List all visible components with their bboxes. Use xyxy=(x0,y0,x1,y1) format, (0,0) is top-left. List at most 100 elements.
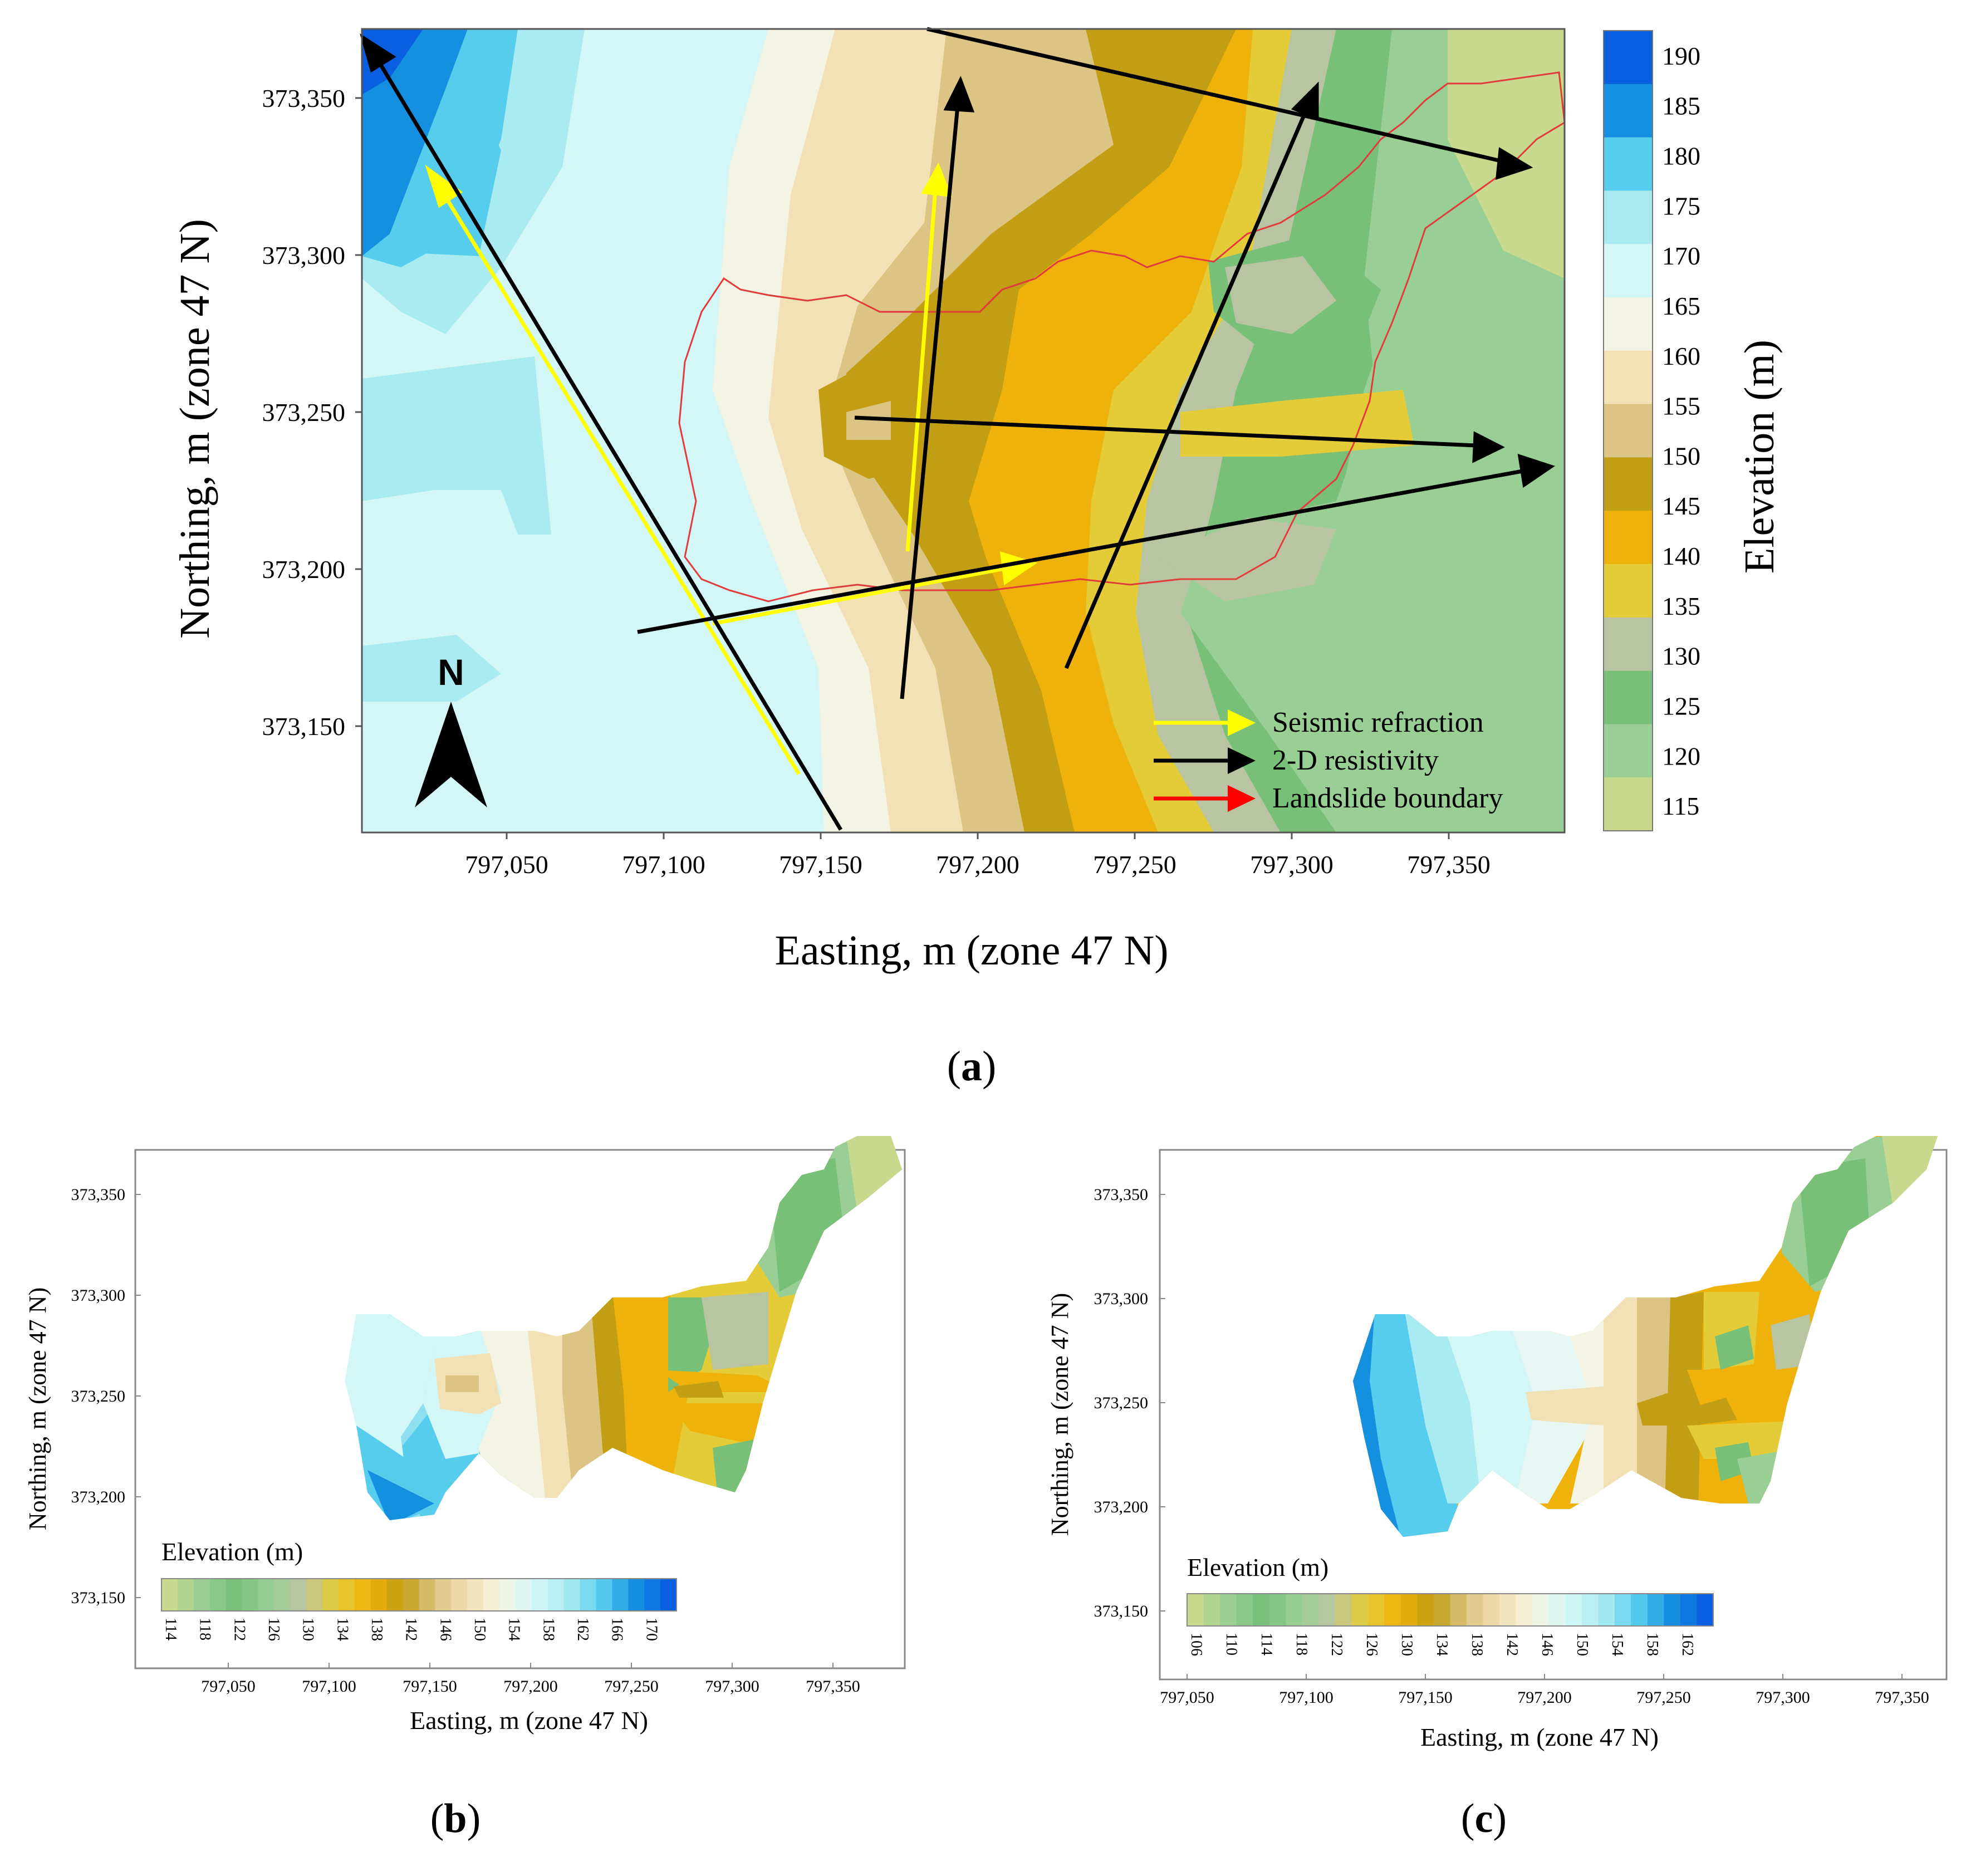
colorbar-title-b: Elevation (m) xyxy=(161,1537,303,1566)
resistivity-arrow-head-3 xyxy=(1472,431,1505,463)
y-axis-title-c: Northing, m (zone 47 N) xyxy=(1046,1293,1073,1536)
y-tick-label-a: 373,200 xyxy=(262,555,346,584)
y-axis-a: 373,350 373,300 373,250 373,200 373,150 xyxy=(262,84,362,741)
colorbar-swatch xyxy=(644,1579,661,1611)
colorbar-swatch-a xyxy=(1604,457,1653,511)
y-tick-label-a: 373,350 xyxy=(262,84,346,112)
colorbar-tick-label: 134 xyxy=(334,1618,351,1641)
survey-lines xyxy=(360,27,1555,831)
panel-c: 797,050 797,100 797,150 797,200 797,250 797,3… xyxy=(1046,1136,1948,1841)
seismic-line-3 xyxy=(905,189,938,552)
colorbar-swatch xyxy=(1220,1594,1237,1626)
colorbar-swatch xyxy=(306,1579,323,1611)
colorbar-swatch xyxy=(403,1579,419,1611)
resistivity-line-2 xyxy=(637,468,1526,634)
colorbar-swatch xyxy=(1697,1594,1714,1626)
colorbar-tick-label: 170 xyxy=(643,1618,660,1641)
colorbar-swatch xyxy=(1367,1594,1385,1626)
colorbar-tick-label-a: 125 xyxy=(1662,692,1700,720)
colorbar-swatch-a xyxy=(1604,564,1653,618)
colorbar-title-c: Elevation (m) xyxy=(1187,1553,1328,1581)
x-tick-label-a: 797,200 xyxy=(936,850,1019,879)
colorbar-outline xyxy=(161,1578,677,1612)
resistivity-line-6 xyxy=(926,27,1504,164)
seismic-arrow-head-1 xyxy=(425,164,463,208)
colorbar-swatch xyxy=(451,1579,468,1611)
seismic-refraction-lines xyxy=(425,162,1038,775)
colorbar-swatch-a xyxy=(1604,84,1653,138)
x-tick-label: 797,050 xyxy=(1160,1688,1214,1707)
colorbar-swatch xyxy=(274,1579,291,1611)
seismic-line-2 xyxy=(712,566,1008,626)
colorbar-c: 106 110 114 118 122 126 130 134 138 142 146 150 154 1… xyxy=(1187,1593,1714,1656)
y-tick-label: 373,200 xyxy=(71,1488,126,1506)
colorbar-tick-label: 126 xyxy=(1363,1633,1380,1656)
colorbar-tick-label-a: 160 xyxy=(1662,342,1700,370)
colorbar-tick-label: 150 xyxy=(1573,1633,1591,1656)
colorbar-b: 114 118 122 126 130 134 138 142 146 150 154 158 162 1… xyxy=(161,1578,677,1641)
colorbar-tick-label-a: 185 xyxy=(1662,92,1700,120)
resistivity-line-4 xyxy=(900,105,960,699)
colorbar-swatch-a xyxy=(1604,137,1653,191)
y-tick-label-a: 373,250 xyxy=(262,398,346,427)
colorbar-tick-label: 114 xyxy=(1258,1633,1275,1655)
y-tick-label: 373,300 xyxy=(71,1286,126,1305)
colorbar-swatch xyxy=(419,1579,435,1611)
colorbar-swatch-a xyxy=(1604,724,1653,778)
resistivity-arrow-head-2 xyxy=(1517,453,1555,488)
y-tick-label: 373,350 xyxy=(71,1186,126,1204)
colorbar-tick-label: 142 xyxy=(1503,1633,1521,1656)
colorbar-swatch xyxy=(563,1579,581,1611)
colorbar-tick-label: 110 xyxy=(1223,1633,1240,1655)
colorbar-swatch xyxy=(258,1579,274,1611)
colorbar-swatch xyxy=(612,1579,629,1611)
colorbar-tick-label: 114 xyxy=(162,1618,179,1640)
legend-arrow-icon-a xyxy=(1228,785,1256,812)
colorbar-tick-label: 118 xyxy=(197,1618,214,1640)
colorbar-swatch xyxy=(161,1579,178,1611)
colorbar-tick-label-a: 165 xyxy=(1662,292,1700,320)
colorbar-swatch xyxy=(628,1579,645,1611)
legend-label-a: 2-D resistivity xyxy=(1272,744,1439,776)
x-tick-label: 797,050 xyxy=(201,1677,256,1696)
panel-b: 797,050 797,100 797,150 797,200 797,250 797,3… xyxy=(24,1136,906,1841)
resistivity-arrow-head-6 xyxy=(1495,147,1533,180)
colorbar-swatch xyxy=(1647,1594,1664,1626)
north-label: N xyxy=(438,652,464,693)
colorbar-swatch xyxy=(1499,1594,1517,1626)
colorbar-swatch-a xyxy=(1604,350,1653,405)
colorbar-swatch xyxy=(1318,1594,1336,1626)
x-axis-b: 797,050 797,100 797,150 797,200 797,250 797,3… xyxy=(201,1663,860,1696)
colorbar-swatch-a xyxy=(1604,190,1653,244)
colorbar-swatch xyxy=(1335,1594,1352,1626)
panel-label-a: (a) xyxy=(947,1043,997,1090)
colorbar-tick-label: 122 xyxy=(231,1618,248,1641)
colorbar-swatch xyxy=(209,1579,227,1611)
colorbar-tick-label-a: 155 xyxy=(1662,392,1700,420)
legend-arrow-icon-a xyxy=(1228,709,1256,736)
colorbar-swatch xyxy=(1286,1594,1303,1626)
colorbar-swatch xyxy=(1203,1594,1220,1626)
x-tick-label: 797,250 xyxy=(1636,1688,1691,1707)
y-tick-label: 373,300 xyxy=(1094,1290,1149,1308)
colorbar-swatch xyxy=(1532,1594,1550,1626)
resistivity-arrow-head-5 xyxy=(1291,81,1319,121)
y-tick-label: 373,250 xyxy=(1094,1394,1149,1412)
x-tick-label: 797,300 xyxy=(705,1677,759,1696)
colorbar-swatch xyxy=(1187,1594,1204,1626)
colorbar-swatch xyxy=(1467,1594,1484,1626)
seismic-arrow-head-2 xyxy=(999,551,1038,586)
colorbar-swatch-a xyxy=(1604,404,1653,458)
colorbar-swatch-a xyxy=(1604,244,1653,298)
colorbar-tick-label-a: 190 xyxy=(1662,42,1700,70)
colorbar-swatch xyxy=(338,1579,355,1611)
colorbar-swatch xyxy=(1417,1594,1434,1626)
y-tick-label: 373,150 xyxy=(71,1589,126,1607)
map-frame-a xyxy=(361,28,1566,834)
colorbar-swatch xyxy=(225,1579,243,1611)
colorbar-swatch xyxy=(177,1579,194,1611)
colorbar-a: 190 185 180 175 170 165 160 155 150 145 140 135 130 1… xyxy=(1603,30,1700,831)
resistivity-arrow-head-1 xyxy=(360,33,396,73)
legend-label-a: Seismic refraction xyxy=(1272,707,1484,738)
colorbar-swatch xyxy=(467,1579,484,1611)
